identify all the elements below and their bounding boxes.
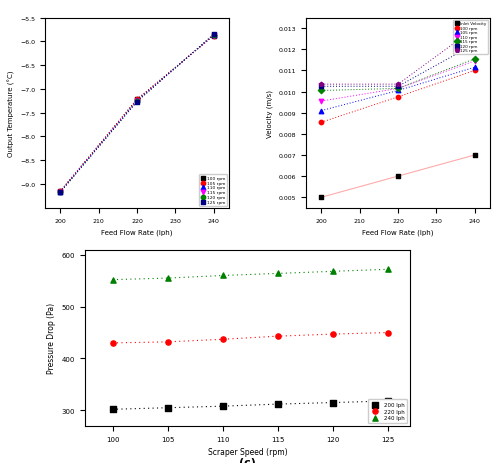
100 rpm bbox=[394, 94, 402, 101]
220 lph bbox=[384, 329, 392, 337]
100 rpm bbox=[133, 96, 141, 104]
120 rpm bbox=[133, 98, 141, 106]
125 rpm bbox=[210, 31, 218, 39]
Inlet Velocity bbox=[318, 194, 326, 201]
125 rpm bbox=[394, 81, 402, 88]
110 rpm bbox=[394, 86, 402, 93]
110 rpm bbox=[56, 188, 64, 196]
115 rpm bbox=[210, 32, 218, 40]
Legend: Inlet Velocity, 100 rpm, 105 rpm, 110 rpm, 115 rpm, 120 rpm, 125 rpm: Inlet Velocity, 100 rpm, 105 rpm, 110 rp… bbox=[453, 20, 488, 55]
240 lph bbox=[384, 266, 392, 273]
Legend: 200 lph, 220 lph, 240 lph: 200 lph, 220 lph, 240 lph bbox=[368, 400, 407, 423]
Y-axis label: Output Temperature (°C): Output Temperature (°C) bbox=[8, 70, 14, 156]
240 lph bbox=[164, 275, 172, 282]
220 lph bbox=[329, 331, 337, 338]
115 rpm bbox=[394, 86, 402, 93]
X-axis label: Feed Flow Rate (lph): Feed Flow Rate (lph) bbox=[362, 229, 434, 235]
120 rpm bbox=[318, 83, 326, 91]
240 lph bbox=[108, 276, 116, 284]
X-axis label: Feed Flow Rate (lph): Feed Flow Rate (lph) bbox=[101, 229, 172, 235]
100 rpm bbox=[56, 188, 64, 195]
200 lph bbox=[108, 406, 116, 413]
120 rpm bbox=[394, 83, 402, 91]
105 rpm bbox=[210, 33, 218, 40]
200 lph bbox=[164, 404, 172, 412]
200 lph bbox=[274, 400, 282, 408]
115 rpm bbox=[470, 56, 478, 63]
105 rpm bbox=[470, 64, 478, 72]
Y-axis label: Pressure Drop (Pa): Pressure Drop (Pa) bbox=[47, 302, 56, 374]
120 rpm bbox=[470, 41, 478, 49]
100 rpm bbox=[210, 33, 218, 40]
Legend: 100 rpm, 105 rpm, 110 rpm, 115 rpm, 120 rpm, 125 rpm: 100 rpm, 105 rpm, 110 rpm, 115 rpm, 120 … bbox=[199, 175, 226, 206]
125 rpm bbox=[133, 99, 141, 106]
Inlet Velocity bbox=[394, 173, 402, 181]
105 rpm bbox=[318, 107, 326, 115]
105 rpm bbox=[56, 188, 64, 195]
200 lph bbox=[384, 397, 392, 405]
105 rpm bbox=[394, 88, 402, 95]
110 rpm bbox=[133, 97, 141, 105]
Text: (b): (b) bbox=[389, 257, 407, 267]
125 rpm bbox=[318, 81, 326, 88]
Inlet Velocity bbox=[470, 152, 478, 159]
200 lph bbox=[329, 399, 337, 407]
115 rpm bbox=[318, 88, 326, 95]
240 lph bbox=[218, 272, 226, 280]
Text: (c): (c) bbox=[239, 457, 256, 463]
105 rpm bbox=[133, 96, 141, 104]
110 rpm bbox=[210, 32, 218, 40]
100 rpm bbox=[470, 68, 478, 75]
120 rpm bbox=[210, 32, 218, 39]
200 lph bbox=[218, 403, 226, 410]
110 rpm bbox=[318, 98, 326, 106]
100 rpm bbox=[318, 119, 326, 126]
240 lph bbox=[329, 268, 337, 275]
Y-axis label: Velocity (m/s): Velocity (m/s) bbox=[266, 89, 273, 138]
X-axis label: Scraper Speed (rpm): Scraper Speed (rpm) bbox=[208, 447, 288, 456]
240 lph bbox=[274, 270, 282, 277]
110 rpm bbox=[470, 58, 478, 65]
125 rpm bbox=[470, 25, 478, 33]
220 lph bbox=[218, 336, 226, 343]
220 lph bbox=[274, 333, 282, 340]
115 rpm bbox=[56, 188, 64, 196]
125 rpm bbox=[56, 189, 64, 196]
Text: (a): (a) bbox=[128, 257, 146, 267]
220 lph bbox=[108, 339, 116, 347]
120 rpm bbox=[56, 189, 64, 196]
115 rpm bbox=[133, 98, 141, 105]
220 lph bbox=[164, 338, 172, 346]
